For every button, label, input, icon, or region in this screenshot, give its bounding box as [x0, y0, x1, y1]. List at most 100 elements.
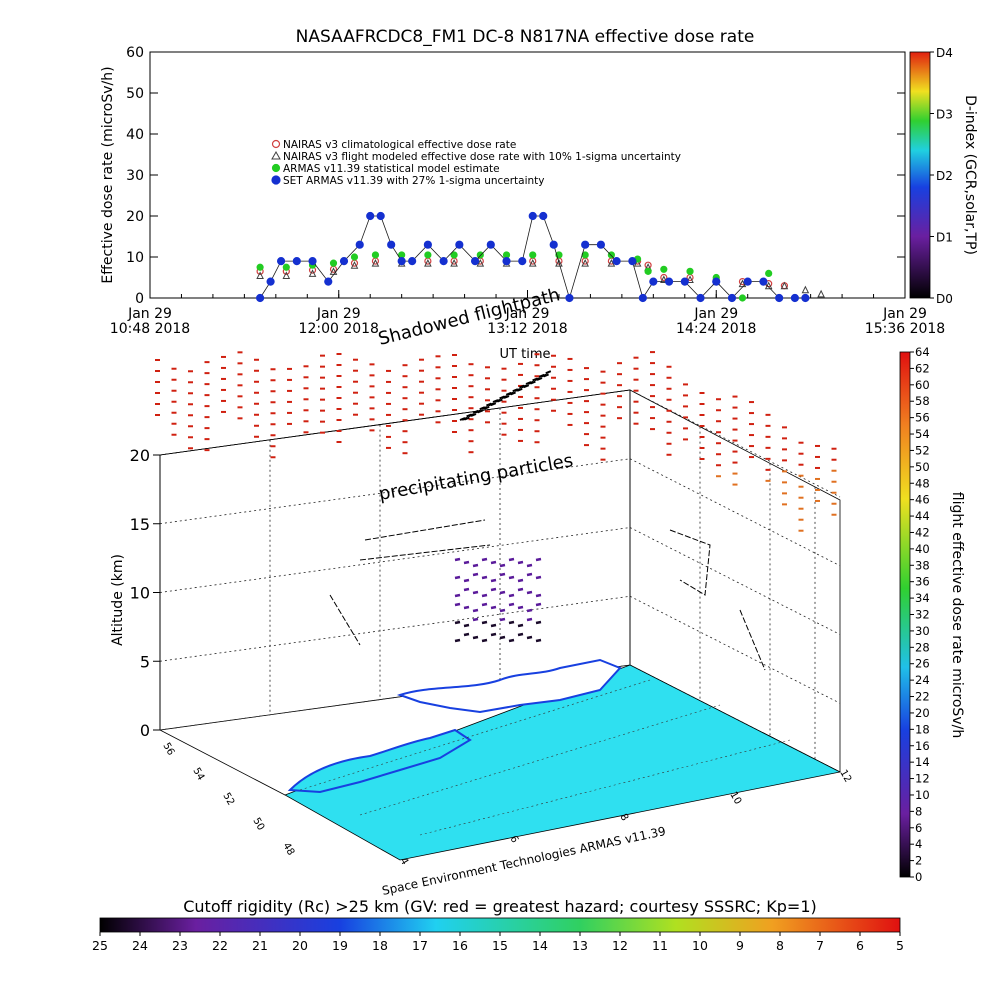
dose-colorbar-tick-label: 42 — [915, 525, 930, 539]
flight-mark — [481, 575, 488, 580]
data-point — [727, 293, 737, 303]
flight-mark — [526, 635, 533, 640]
data-point — [450, 259, 458, 267]
dose-colorbar-tick-label: 50 — [915, 460, 930, 474]
x-tick-label: Jan 29 — [127, 306, 172, 322]
dose-colorbar-tick-label: 38 — [915, 558, 930, 572]
dose-colorbar-tick-label: 4 — [915, 837, 922, 851]
d-index-ticks: D0 D1 D2 D3 D4 — [930, 46, 953, 306]
flight-mark — [454, 593, 461, 598]
flight-mark — [526, 617, 533, 622]
z-tick-label: 5 — [140, 652, 150, 671]
rigidity-tick-label: 9 — [736, 938, 744, 953]
rigidity-tick-label: 6 — [856, 938, 864, 953]
data-point — [408, 257, 417, 266]
flight-mark — [490, 587, 497, 592]
rigidity-tick-label: 25 — [92, 938, 108, 953]
d-index-tick-label: D0 — [936, 292, 953, 306]
rigidity-tick-label: 23 — [172, 938, 188, 953]
flight-mark — [463, 578, 470, 583]
data-point — [518, 257, 527, 266]
flight-mark — [543, 373, 549, 378]
data-point — [775, 293, 784, 303]
dose-colorbar-tick-label: 56 — [915, 411, 930, 425]
dose-colorbar-tick-label: 14 — [915, 755, 930, 769]
flight-mark — [499, 635, 506, 640]
flight-mark — [499, 608, 506, 613]
data-point — [549, 240, 558, 249]
flight-mark — [545, 370, 552, 375]
data-point — [256, 263, 264, 271]
z-tick-label: 0 — [140, 721, 150, 740]
dose-colorbar-label: flight effective dose rate microSv/h — [949, 492, 965, 738]
flight-mark — [463, 632, 470, 637]
flight-mark — [497, 398, 503, 403]
y-tick-label: 10 — [126, 250, 144, 266]
flight-mark — [481, 557, 488, 562]
floor-x-tick-label: 4 — [397, 856, 410, 867]
data-point — [366, 211, 375, 221]
data-point — [581, 259, 589, 267]
flight-mark — [481, 620, 488, 625]
flight-mark — [530, 380, 536, 385]
flight-mark — [523, 384, 530, 389]
data-point — [638, 293, 647, 303]
dose-colorbar-tick-label: 40 — [915, 542, 930, 556]
rigidity-colorbar-label: Cutoff rigidity (Rc) >25 km (GV: red = g… — [183, 897, 817, 916]
x-tick-label: 12:00 2018 — [299, 321, 379, 337]
z-tick-label: 10 — [130, 584, 150, 603]
data-point — [696, 293, 705, 303]
flight-mark — [517, 632, 524, 637]
dose-colorbar-tick-label: 10 — [915, 788, 930, 802]
d-index-colorbar — [909, 51, 931, 299]
flight-mark — [472, 572, 479, 577]
flight-mark — [508, 593, 515, 598]
floor-y-tick-label: 52 — [220, 791, 236, 808]
flight-mark — [516, 387, 523, 392]
data-point — [801, 293, 810, 303]
dose-colorbar-tick-label: 16 — [915, 739, 930, 753]
data-point — [607, 259, 616, 267]
data-point — [686, 267, 694, 275]
data-point — [439, 257, 448, 266]
x-tick-label: Jan 29 — [882, 306, 927, 322]
rigidity-tick-label: 20 — [292, 938, 308, 953]
data-point — [528, 259, 537, 267]
data-point — [581, 240, 590, 249]
flight-mark — [463, 587, 470, 592]
dose-colorbar-tick-label: 2 — [915, 854, 922, 868]
flight-mark — [499, 563, 506, 568]
data-point — [660, 265, 668, 273]
flight-mark — [490, 632, 497, 637]
flight-mark — [463, 560, 470, 565]
coast-outline — [287, 728, 472, 794]
data-point — [612, 257, 621, 266]
legend: NAIRAS v3 climatological effective dose … — [271, 139, 681, 187]
data-point — [470, 257, 480, 266]
dose-colorbar-tick-label: 32 — [915, 608, 930, 622]
flight-mark — [490, 578, 497, 583]
data-point — [450, 251, 458, 259]
legend-marker — [271, 163, 281, 173]
floor-y-tick-label: 54 — [190, 766, 206, 783]
rigidity-tick-label: 18 — [372, 938, 388, 953]
floor-grid — [419, 739, 791, 836]
dose-colorbar-tick-label: 34 — [915, 591, 930, 605]
x-tick-label: Jan 29 — [316, 306, 361, 322]
shadow-path — [364, 519, 486, 541]
flight-mark — [499, 590, 506, 595]
dose-colorbar — [899, 351, 911, 878]
flight-mark — [472, 617, 479, 622]
legend-marker — [271, 139, 281, 149]
flight-mark — [526, 563, 533, 568]
legend-marker — [271, 150, 281, 160]
flight-mark — [454, 602, 461, 607]
y-tick-label: 50 — [126, 86, 144, 102]
rigidity-tick-label: 21 — [252, 938, 268, 953]
data-point — [371, 259, 380, 267]
shadow-path — [739, 609, 766, 671]
rigidity-tick-label: 19 — [332, 938, 348, 953]
shadow-path — [359, 544, 491, 561]
rigidity-tick-label: 24 — [132, 938, 148, 953]
